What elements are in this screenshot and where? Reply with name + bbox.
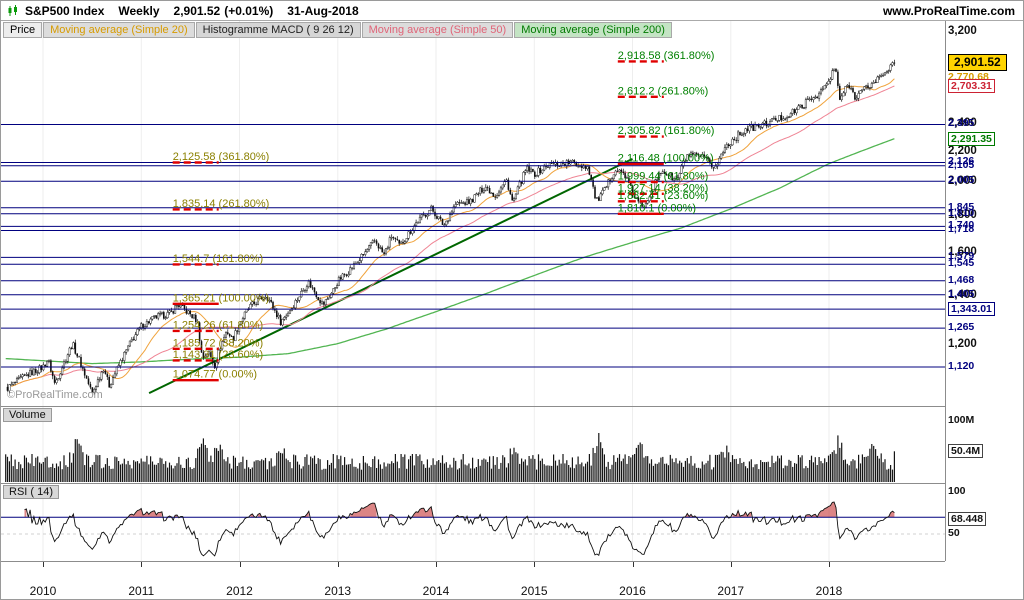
indicator-chip-macd[interactable]: Histogramme MACD ( 9 26 12) — [195, 22, 361, 38]
year-tick — [43, 562, 44, 567]
price-level-label: 1,579 — [948, 250, 975, 263]
svg-text:2,305.82 (161.80%): 2,305.82 (161.80%) — [618, 125, 715, 137]
year-label: 2014 — [422, 584, 450, 598]
rsi-current-tag: 68.448 — [948, 511, 987, 526]
price-level-label: 2,395 — [948, 117, 975, 130]
volume-panel-label[interactable]: Volume — [3, 408, 52, 422]
indicator-chip-ma200[interactable]: Moving average (Simple 200) — [514, 22, 672, 38]
axis-separator — [945, 21, 946, 561]
indicator-toolbar: Price Moving average (Simple 20) Histogram… — [3, 22, 673, 38]
price-scale-label: 1,600 — [948, 246, 977, 259]
price-scale-label: 3,200 — [948, 25, 977, 37]
panel-divider[interactable] — [1, 483, 945, 484]
rsi-scale-label: 50 — [948, 527, 960, 539]
price-scale-label: 2,400 — [948, 116, 977, 129]
svg-text:1,999.44 (61.80%): 1,999.44 (61.80%) — [618, 171, 709, 183]
svg-text:2,612.2 (261.80%): 2,612.2 (261.80%) — [618, 85, 709, 97]
price-axis[interactable]: 3,200 2,400 2,200 2,000 1,800 1,600 1,400 1,200… — [946, 21, 1023, 406]
price-level-label: 1,468 — [948, 273, 975, 286]
year-label: 2013 — [324, 584, 352, 598]
price-level-label: 1,120 — [948, 359, 975, 372]
panel-divider — [1, 561, 945, 562]
price-scale-label: 1,400 — [948, 288, 977, 301]
rsi-scale-label: 100 — [948, 485, 966, 497]
price-level-label: 1,545 — [948, 257, 975, 270]
indicator-chip-ma50[interactable]: Moving average (Simple 50) — [361, 22, 514, 38]
indicator-chip-price[interactable]: Price — [3, 22, 43, 38]
timeframe-label: Weekly — [118, 3, 160, 18]
volume-chart-canvas[interactable] — [1, 407, 945, 483]
ma-value-label: 2,703.31 — [948, 78, 995, 93]
time-axis[interactable]: 2010 2011 2012 2013 2014 2015 2016 2017 2018 — [1, 562, 945, 599]
year-label: 2017 — [717, 584, 745, 598]
year-tick — [141, 562, 143, 567]
volume-axis[interactable]: 100M 50.4M — [946, 407, 1023, 483]
year-tick — [632, 562, 634, 567]
svg-text:1,365.21 (100.00%): 1,365.21 (100.00%) — [173, 292, 270, 304]
year-tick — [436, 562, 437, 567]
price-level-label: 2,126 — [948, 155, 975, 168]
year-tick — [534, 562, 536, 567]
ma-value-label: 2,291.35 — [948, 131, 995, 146]
year-label: 2018 — [815, 584, 843, 598]
volume-current-tag: 50.4M — [948, 444, 984, 459]
price-level-label: 1,740 — [948, 219, 975, 232]
svg-text:1,835.14 (261.80%): 1,835.14 (261.80%) — [173, 198, 270, 210]
price-level-label: 1,343.01 — [948, 302, 995, 317]
svg-text:1,882.41 (23.60%): 1,882.41 (23.60%) — [618, 190, 709, 202]
price-change: (+0.01%) — [224, 3, 274, 18]
panel-divider[interactable] — [1, 406, 945, 407]
watermark: ©ProRealTime.com — [7, 389, 103, 401]
indicator-chip-ma20[interactable]: Moving average (Simple 20) — [43, 22, 195, 38]
svg-text:2,918.58 (361.80%): 2,918.58 (361.80%) — [618, 50, 715, 62]
website-link[interactable]: www.ProRealTime.com — [882, 3, 1015, 18]
year-tick — [337, 562, 339, 567]
year-label: 2010 — [29, 584, 57, 598]
price-level-label: 1,810 — [948, 206, 975, 219]
year-label: 2012 — [226, 584, 253, 598]
year-label: 2011 — [128, 584, 155, 598]
rsi-axis[interactable]: 100 68.448 50 — [946, 484, 1023, 561]
session-date: 31-Aug-2018 — [287, 3, 359, 18]
year-tick — [239, 562, 241, 567]
svg-text:1,810.1 (0.00%): 1,810.1 (0.00%) — [618, 202, 696, 214]
price-level-label: 1,845 — [948, 200, 975, 213]
svg-text:1,544.7 (161.80%): 1,544.7 (161.80%) — [173, 253, 264, 265]
year-label: 2016 — [619, 584, 646, 598]
svg-text:1,143.31 (23.60%): 1,143.31 (23.60%) — [173, 349, 264, 361]
rsi-chart-canvas[interactable] — [1, 484, 945, 561]
app-icon — [8, 4, 17, 16]
price-level-label: 2,105 — [948, 158, 975, 171]
price-level-label: 2,005 — [948, 174, 975, 187]
price-level-label: 1,265 — [948, 321, 975, 334]
year-tick — [829, 562, 830, 567]
svg-text:1,185.72 (38.20%): 1,185.72 (38.20%) — [173, 337, 264, 349]
year-tick — [730, 562, 732, 567]
title-bar: S&P500 Index Weekly 2,901.52 (+0.01%) 31… — [1, 1, 1023, 21]
volume-scale-label: 100M — [948, 414, 975, 426]
svg-text:1,927.14 (38.20%): 1,927.14 (38.20%) — [618, 182, 709, 194]
svg-text:2,125.58 (361.80%): 2,125.58 (361.80%) — [173, 151, 270, 163]
svg-text:2,116.48 (100.00%): 2,116.48 (100.00%) — [618, 152, 714, 164]
price-scale-label: 2,000 — [948, 174, 977, 187]
price-scale-label: 1,800 — [948, 208, 977, 221]
rsi-panel-label[interactable]: RSI ( 14) — [3, 485, 60, 499]
current-price-tag: 2,901.52 — [948, 54, 1007, 72]
price-scale-label: 1,200 — [948, 337, 977, 350]
price-level-label: 1,718 — [948, 223, 975, 236]
price-scale-label: 2,200 — [948, 144, 977, 157]
svg-text:1,074.77 (0.00%): 1,074.77 (0.00%) — [173, 369, 257, 381]
price-chart-canvas[interactable]: 2,125.58 (361.80%) 1,835.14 (261.80%) 1,54… — [1, 21, 945, 406]
year-label: 2015 — [520, 584, 548, 598]
symbol-name: S&P500 Index — [25, 3, 105, 18]
price-level-label: 1,405 — [948, 287, 975, 300]
svg-text:1,254.26 (61.80%): 1,254.26 (61.80%) — [173, 319, 264, 331]
last-price: 2,901.52 — [173, 3, 221, 18]
